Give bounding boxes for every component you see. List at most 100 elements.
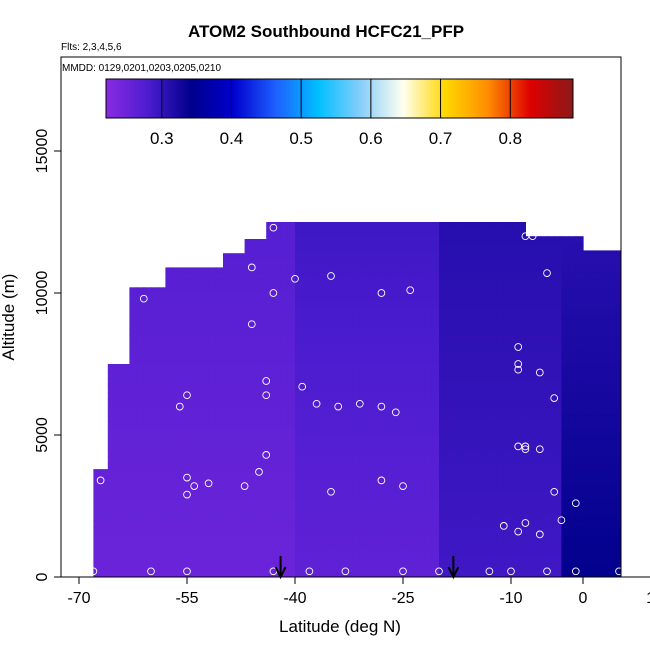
heatmap-cell	[460, 314, 469, 322]
heatmap-cell	[539, 257, 548, 266]
heatmap-cell	[431, 520, 440, 528]
heatmap-cell	[179, 307, 188, 315]
heatmap-cell	[489, 534, 498, 543]
heatmap-cell	[446, 555, 454, 564]
heatmap-cell	[338, 498, 346, 507]
heatmap-cell	[251, 555, 260, 564]
heatmap-cell	[539, 477, 548, 486]
heatmap-cell	[129, 307, 138, 315]
heatmap-cell	[482, 293, 490, 301]
heatmap-cell	[460, 257, 469, 266]
heatmap-cell	[374, 399, 382, 408]
heatmap-cell	[302, 300, 310, 308]
heatmap-cell	[323, 264, 332, 273]
heatmap-cell	[482, 243, 490, 251]
heatmap-cell	[237, 569, 246, 577]
heatmap-cell	[568, 300, 577, 308]
heatmap-cell	[424, 321, 433, 330]
heatmap-cell	[525, 364, 534, 372]
heatmap-cell	[309, 236, 318, 244]
heatmap-cell	[230, 293, 238, 301]
heatmap-cell	[359, 527, 368, 535]
heatmap-cell	[388, 463, 397, 472]
heatmap-cell	[302, 427, 310, 436]
heatmap-cell	[316, 264, 325, 273]
heatmap-cell	[395, 470, 404, 479]
heatmap-cell	[604, 555, 613, 564]
heatmap-cell	[575, 413, 584, 422]
heatmap-cell	[532, 498, 541, 507]
heatmap-cell	[187, 371, 195, 379]
heatmap-cell	[251, 413, 260, 422]
heatmap-cell	[201, 484, 210, 493]
heatmap-cell	[323, 356, 332, 365]
heatmap-cell	[532, 534, 541, 543]
heatmap-cell	[460, 328, 469, 337]
heatmap-cell	[597, 378, 606, 386]
heatmap-cell	[518, 278, 526, 287]
heatmap-cell	[431, 300, 440, 308]
heatmap-cell	[525, 569, 534, 577]
heatmap-cell	[280, 562, 289, 571]
heatmap-cell	[251, 257, 260, 266]
heatmap-cell	[575, 399, 584, 408]
heatmap-cell	[323, 250, 332, 259]
heatmap-cell	[345, 335, 354, 344]
heatmap-cell	[295, 427, 303, 436]
heatmap-cell	[431, 229, 440, 237]
heatmap-cell	[597, 264, 606, 273]
heatmap-cell	[287, 328, 296, 337]
heatmap-cell	[410, 427, 418, 436]
heatmap-cell	[489, 349, 498, 358]
heatmap-cell	[547, 342, 555, 351]
heatmap-cell	[547, 413, 555, 422]
heatmap-cell	[151, 541, 159, 550]
heatmap-cell	[295, 321, 303, 330]
heatmap-cell	[626, 428, 634, 436]
heatmap-cell	[273, 243, 282, 251]
heatmap-cell	[172, 456, 181, 464]
heatmap-cell	[568, 442, 577, 450]
heatmap-cell	[611, 520, 620, 528]
heatmap-cell	[489, 371, 498, 379]
heatmap-cell	[244, 406, 253, 415]
heatmap-cell	[223, 406, 231, 415]
heatmap-cell	[626, 549, 634, 557]
heatmap-cell	[309, 349, 318, 358]
heatmap-cell	[403, 413, 411, 422]
heatmap-cell	[374, 385, 382, 393]
heatmap-cell	[115, 378, 123, 386]
heatmap-cell	[316, 328, 325, 337]
heatmap-cell	[633, 563, 641, 571]
heatmap-cell	[215, 456, 224, 464]
heatmap-cell	[273, 427, 282, 436]
heatmap-cell	[237, 498, 246, 507]
heatmap-cell	[266, 250, 274, 259]
heatmap-cell	[129, 534, 138, 543]
heatmap-cell	[496, 271, 505, 280]
heatmap-cell	[374, 491, 382, 500]
heatmap-cell	[359, 385, 368, 393]
heatmap-cell	[583, 293, 591, 301]
heatmap-cell	[323, 321, 332, 330]
heatmap-cell	[460, 399, 469, 408]
heatmap-cell	[280, 506, 289, 514]
heatmap-cell	[641, 563, 649, 571]
heatmap-cell	[338, 435, 346, 443]
heatmap-cell	[143, 470, 152, 479]
heatmap-cell	[475, 456, 483, 464]
heatmap-cell	[626, 520, 634, 528]
heatmap-cell	[583, 463, 591, 472]
heatmap-cell	[431, 569, 440, 577]
heatmap-cell	[590, 520, 598, 528]
heatmap-cell	[532, 449, 541, 457]
heatmap-cell	[215, 541, 224, 550]
heatmap-cell	[194, 371, 202, 379]
heatmap-cell	[626, 492, 634, 500]
heatmap-cell	[403, 222, 411, 230]
heatmap-cell	[633, 471, 641, 479]
heatmap-cell	[280, 484, 289, 493]
heatmap-cell	[107, 364, 116, 372]
heatmap-cell	[331, 548, 339, 557]
heatmap-cell	[619, 491, 621, 500]
